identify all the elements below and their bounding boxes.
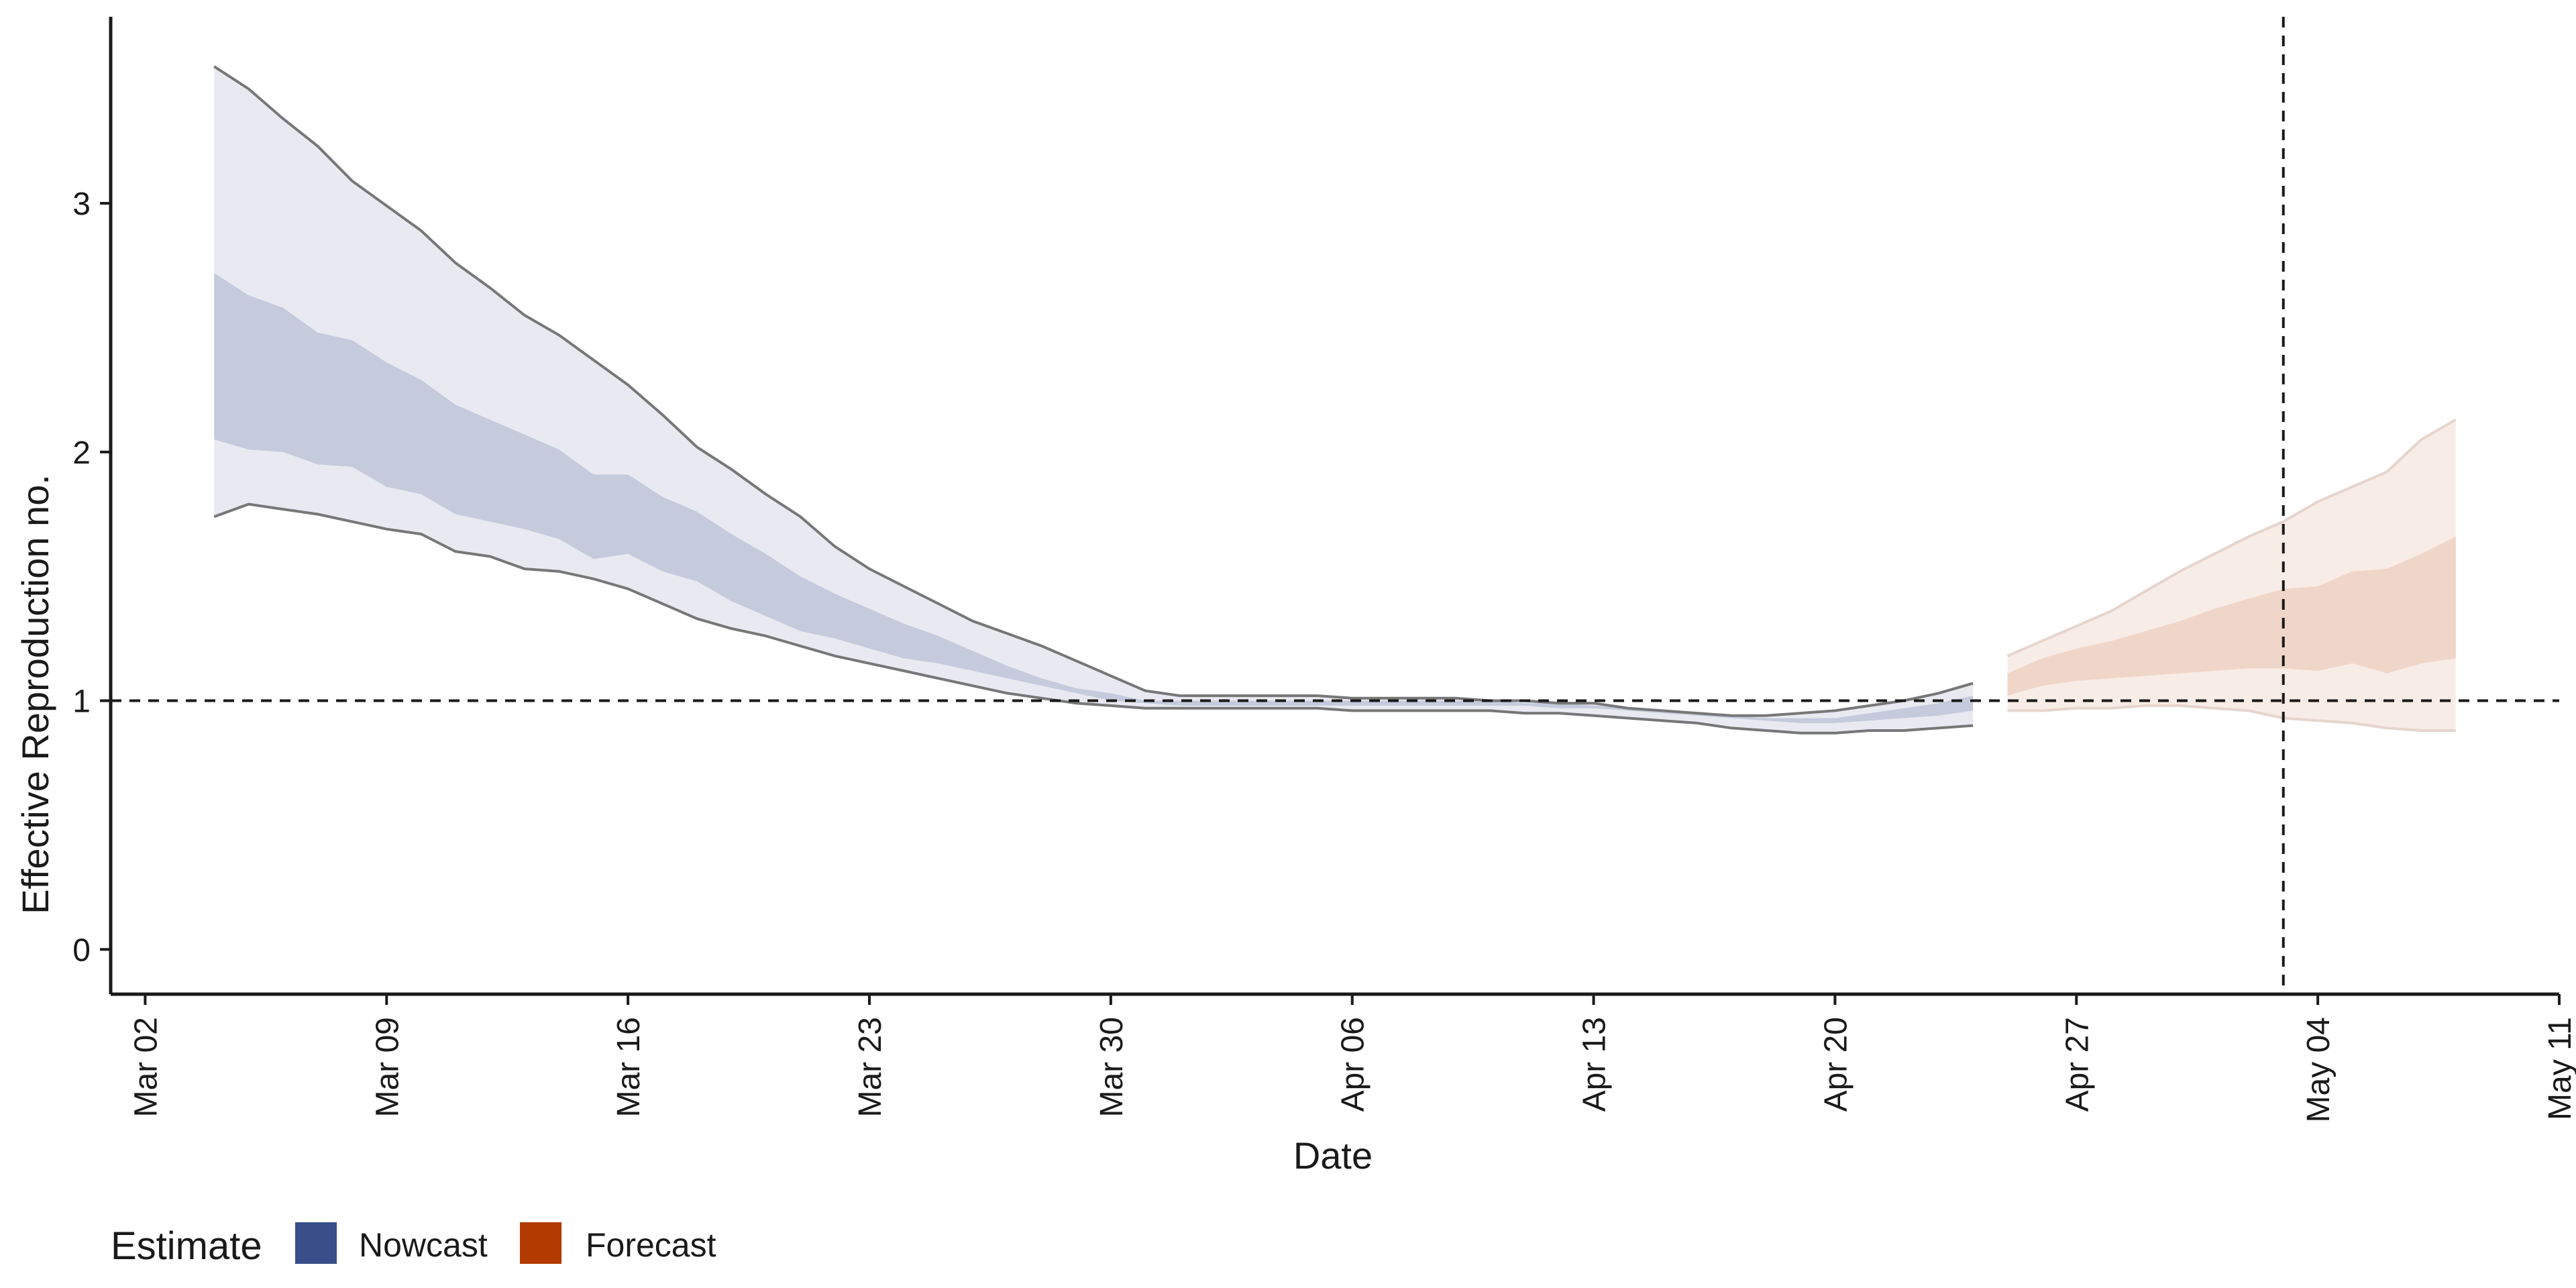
y-axis-ticks: 0 1 2 3 xyxy=(72,186,111,968)
x-tick-label: May 11 xyxy=(2542,1017,2576,1120)
y-tick-label: 0 xyxy=(72,932,91,968)
interval-bound-lines xyxy=(213,65,2457,735)
interval-bands xyxy=(214,66,2456,733)
nowcast-upper-bound-line xyxy=(213,65,1974,717)
forecast-lower-bound-line xyxy=(2007,704,2456,732)
x-tick-label: Mar 09 xyxy=(370,1017,405,1117)
y-tick-label: 2 xyxy=(72,435,91,471)
y-axis-title: Effective Reproduction no. xyxy=(14,474,56,914)
forecast-50-interval-band xyxy=(2007,536,2456,696)
legend: Estimate Nowcast Forecast xyxy=(111,1222,716,1268)
nowcast-90-interval-band xyxy=(214,66,1974,733)
legend-label-forecast: Forecast xyxy=(586,1226,716,1264)
legend-title: Estimate xyxy=(111,1224,262,1268)
x-tick-label: Mar 02 xyxy=(128,1017,164,1117)
reference-lines xyxy=(111,17,2559,994)
legend-swatch-forecast xyxy=(520,1222,561,1264)
x-tick-label: Apr 06 xyxy=(1336,1017,1371,1112)
x-tick-label: Apr 20 xyxy=(1818,1017,1854,1112)
x-tick-label: Apr 13 xyxy=(1577,1017,1613,1112)
axes xyxy=(109,17,2559,996)
nowcast-lower-bound-line xyxy=(213,502,1974,735)
x-axis-title: Date xyxy=(1293,1134,1373,1177)
nowcast-50-interval-band xyxy=(214,272,1974,723)
legend-swatch-nowcast xyxy=(295,1222,337,1264)
x-tick-label: Mar 16 xyxy=(611,1017,647,1117)
x-tick-label: Apr 27 xyxy=(2059,1017,2095,1112)
forecast-upper-bound-line xyxy=(2006,418,2457,657)
y-tick-label: 1 xyxy=(72,684,91,720)
legend-label-nowcast: Nowcast xyxy=(359,1226,488,1264)
x-tick-label: May 04 xyxy=(2301,1017,2337,1122)
x-tick-label: Mar 23 xyxy=(853,1017,888,1117)
x-axis-ticks: Mar 02 Mar 09 Mar 16 Mar 23 Mar 30 Apr 06 Apr … xyxy=(128,994,2576,1122)
y-tick-label: 3 xyxy=(72,186,91,222)
x-tick-label: Mar 30 xyxy=(1094,1017,1130,1117)
